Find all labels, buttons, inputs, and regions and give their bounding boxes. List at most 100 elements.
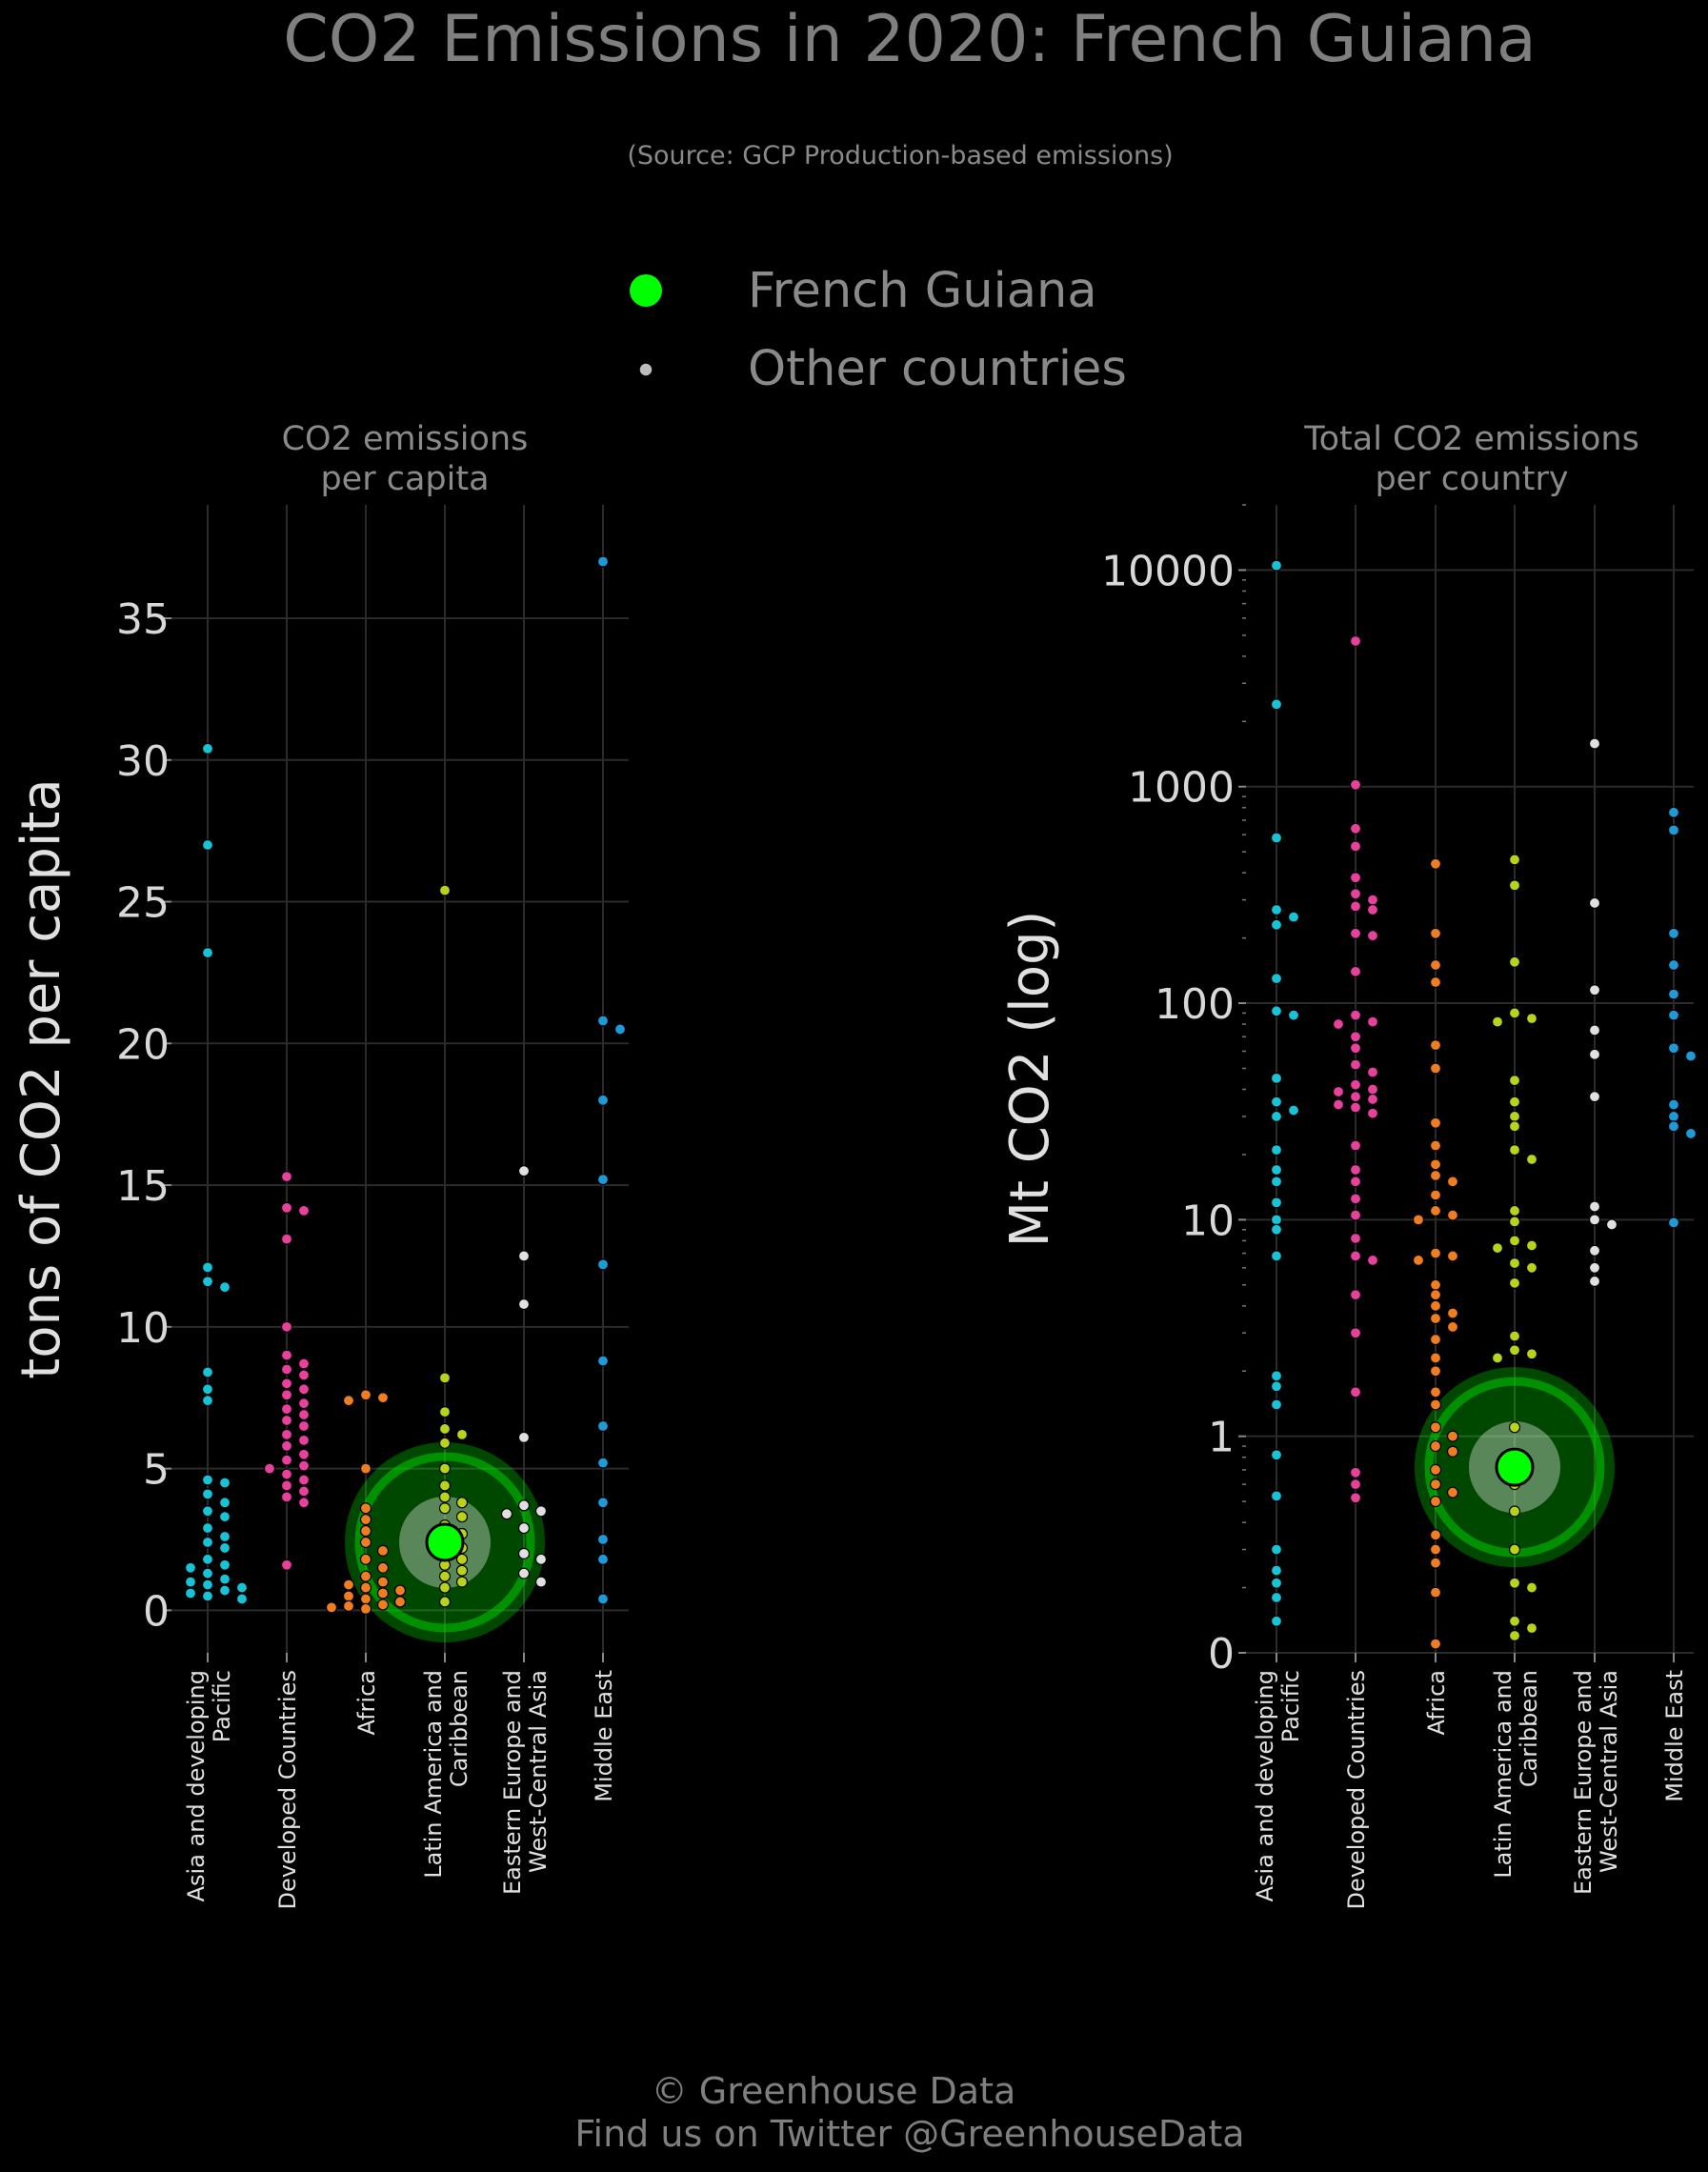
data-point-africa bbox=[1429, 1278, 1442, 1291]
data-point-developed-countries bbox=[1349, 1031, 1362, 1043]
data-point-developed-countries bbox=[1349, 1009, 1362, 1021]
x-tick-label: Africa bbox=[1423, 1670, 1450, 1735]
data-point-asia-and-developing-pacific bbox=[184, 1576, 197, 1588]
data-point-africa bbox=[1429, 1312, 1442, 1325]
data-point-developed-countries bbox=[1349, 927, 1362, 939]
data-point-africa bbox=[1429, 1158, 1442, 1171]
data-point-africa bbox=[1429, 1529, 1442, 1541]
x-tick-label-line: Latin America and bbox=[1490, 1670, 1517, 1879]
y-axis-label: Mt CO2 (log) bbox=[999, 911, 1061, 1248]
x-tick-label: Middle East bbox=[591, 1670, 617, 1802]
data-point-asia-and-developing-pacific bbox=[1270, 1449, 1283, 1461]
data-point-asia-and-developing-pacific bbox=[1270, 1398, 1283, 1411]
data-point-eastern-europe-and-west-central-asia bbox=[517, 1165, 531, 1177]
data-point-developed-countries bbox=[1349, 1492, 1362, 1504]
y-tick-label: 30 bbox=[116, 737, 170, 786]
data-point-developed-countries bbox=[280, 1389, 293, 1401]
data-point-latin-america-and-caribbean bbox=[438, 1422, 452, 1436]
data-point-latin-america-and-caribbean bbox=[438, 1570, 452, 1582]
x-tick-label: Africa bbox=[353, 1670, 380, 1735]
data-point-africa bbox=[376, 1576, 390, 1588]
data-point-latin-america-and-caribbean bbox=[1508, 1120, 1521, 1133]
data-point-latin-america-and-caribbean bbox=[438, 1502, 452, 1515]
data-point-middle-east bbox=[1667, 1120, 1680, 1133]
data-point-asia-and-developing-pacific bbox=[1270, 1490, 1283, 1502]
data-point-latin-america-and-caribbean bbox=[455, 1576, 469, 1588]
x-tick-label: Latin America andCaribbean bbox=[420, 1670, 472, 1879]
data-point-eastern-europe-and-west-central-asia bbox=[500, 1508, 513, 1520]
data-point-developed-countries bbox=[1349, 888, 1362, 900]
data-point-asia-and-developing-pacific bbox=[218, 1477, 231, 1489]
data-point-latin-america-and-caribbean bbox=[438, 1462, 452, 1475]
data-point-africa bbox=[359, 1462, 372, 1475]
y-tick-label: 25 bbox=[116, 879, 170, 928]
panel-subtitle: per country bbox=[1375, 460, 1568, 498]
data-point-asia-and-developing-pacific bbox=[1270, 1072, 1283, 1084]
data-point-asia-and-developing-pacific bbox=[201, 1383, 214, 1396]
data-point-developed-countries bbox=[1349, 1289, 1362, 1301]
data-point-latin-america-and-caribbean bbox=[1508, 1615, 1521, 1627]
data-point-developed-countries bbox=[280, 1320, 293, 1333]
data-point-asia-and-developing-pacific bbox=[218, 1573, 231, 1585]
data-point-africa bbox=[1429, 1543, 1442, 1556]
data-point-middle-east bbox=[596, 1419, 610, 1433]
data-point-middle-east bbox=[613, 1023, 627, 1036]
data-point-latin-america-and-caribbean bbox=[1525, 1581, 1538, 1594]
data-point-latin-america-and-caribbean bbox=[1508, 1543, 1521, 1556]
x-tick-label-line: Eastern Europe and bbox=[1570, 1670, 1597, 1895]
footer-copyright: © Greenhouse Data bbox=[652, 2070, 1016, 2112]
data-point-developed-countries bbox=[1349, 1327, 1362, 1339]
data-point-latin-america-and-caribbean bbox=[1525, 1348, 1538, 1360]
chart-subtitle: (Source: GCP Production-based emissions) bbox=[627, 141, 1173, 171]
data-point-developed-countries bbox=[297, 1448, 311, 1460]
data-point-asia-and-developing-pacific bbox=[1270, 1564, 1283, 1577]
data-point-developed-countries bbox=[280, 1559, 293, 1571]
data-point-developed-countries bbox=[297, 1358, 311, 1370]
panel-subtitle: per capita bbox=[320, 460, 489, 498]
data-point-latin-america-and-caribbean bbox=[1525, 1621, 1538, 1635]
x-tick-label-line: West-Central Asia bbox=[1596, 1670, 1622, 1873]
data-point-asia-and-developing-pacific bbox=[1287, 1104, 1300, 1116]
data-point-africa bbox=[342, 1590, 355, 1602]
x-tick-label-line: Developed Countries bbox=[1343, 1670, 1370, 1910]
data-point-developed-countries bbox=[1349, 1193, 1362, 1205]
data-point-latin-america-and-caribbean bbox=[455, 1564, 469, 1577]
data-point-developed-countries bbox=[1349, 900, 1362, 913]
data-point-middle-east bbox=[596, 1497, 610, 1509]
x-tick-label: Eastern Europe andWest-Central Asia bbox=[1570, 1670, 1622, 1895]
data-point-africa bbox=[1429, 1352, 1442, 1364]
legend-marker-other-countries bbox=[638, 362, 653, 377]
data-point-developed-countries bbox=[297, 1204, 311, 1217]
y-tick-label: 5 bbox=[143, 1446, 170, 1495]
y-tick-label: 0 bbox=[143, 1587, 170, 1636]
data-point-developed-countries bbox=[280, 1454, 293, 1466]
data-point-asia-and-developing-pacific bbox=[1270, 1380, 1283, 1393]
data-point-asia-and-developing-pacific bbox=[235, 1581, 249, 1594]
x-tick-label: Middle East bbox=[1661, 1670, 1688, 1802]
x-tick-label-line: West-Central Asia bbox=[525, 1670, 552, 1873]
data-point-developed-countries bbox=[297, 1408, 311, 1421]
x-tick-label-line: Pacific bbox=[209, 1670, 235, 1742]
data-point-developed-countries bbox=[1349, 1209, 1362, 1221]
data-point-asia-and-developing-pacific bbox=[201, 1536, 214, 1549]
data-point-africa bbox=[393, 1596, 407, 1608]
data-point-latin-america-and-caribbean bbox=[1508, 1096, 1521, 1108]
data-point-asia-and-developing-pacific bbox=[1270, 1214, 1283, 1226]
data-point-developed-countries bbox=[1349, 1058, 1362, 1071]
data-point-africa bbox=[1429, 927, 1442, 939]
data-point-eastern-europe-and-west-central-asia bbox=[1588, 1275, 1601, 1288]
data-point-eastern-europe-and-west-central-asia bbox=[517, 1521, 531, 1535]
data-point-asia-and-developing-pacific bbox=[1270, 1005, 1283, 1017]
chart-title: CO2 Emissions in 2020: French Guiana bbox=[283, 2, 1536, 77]
y-tick-label: 15 bbox=[116, 1162, 170, 1211]
data-point-asia-and-developing-pacific bbox=[1270, 903, 1283, 916]
data-point-africa bbox=[1429, 1638, 1442, 1650]
data-point-middle-east bbox=[596, 1355, 610, 1367]
data-point-latin-america-and-caribbean bbox=[1508, 1577, 1521, 1589]
data-point-africa bbox=[1429, 1463, 1442, 1476]
y-tick-label: 0 bbox=[1208, 1630, 1235, 1679]
data-point-eastern-europe-and-west-central-asia bbox=[1588, 1091, 1601, 1103]
data-point-africa bbox=[359, 1524, 372, 1538]
data-point-developed-countries bbox=[1349, 634, 1362, 648]
